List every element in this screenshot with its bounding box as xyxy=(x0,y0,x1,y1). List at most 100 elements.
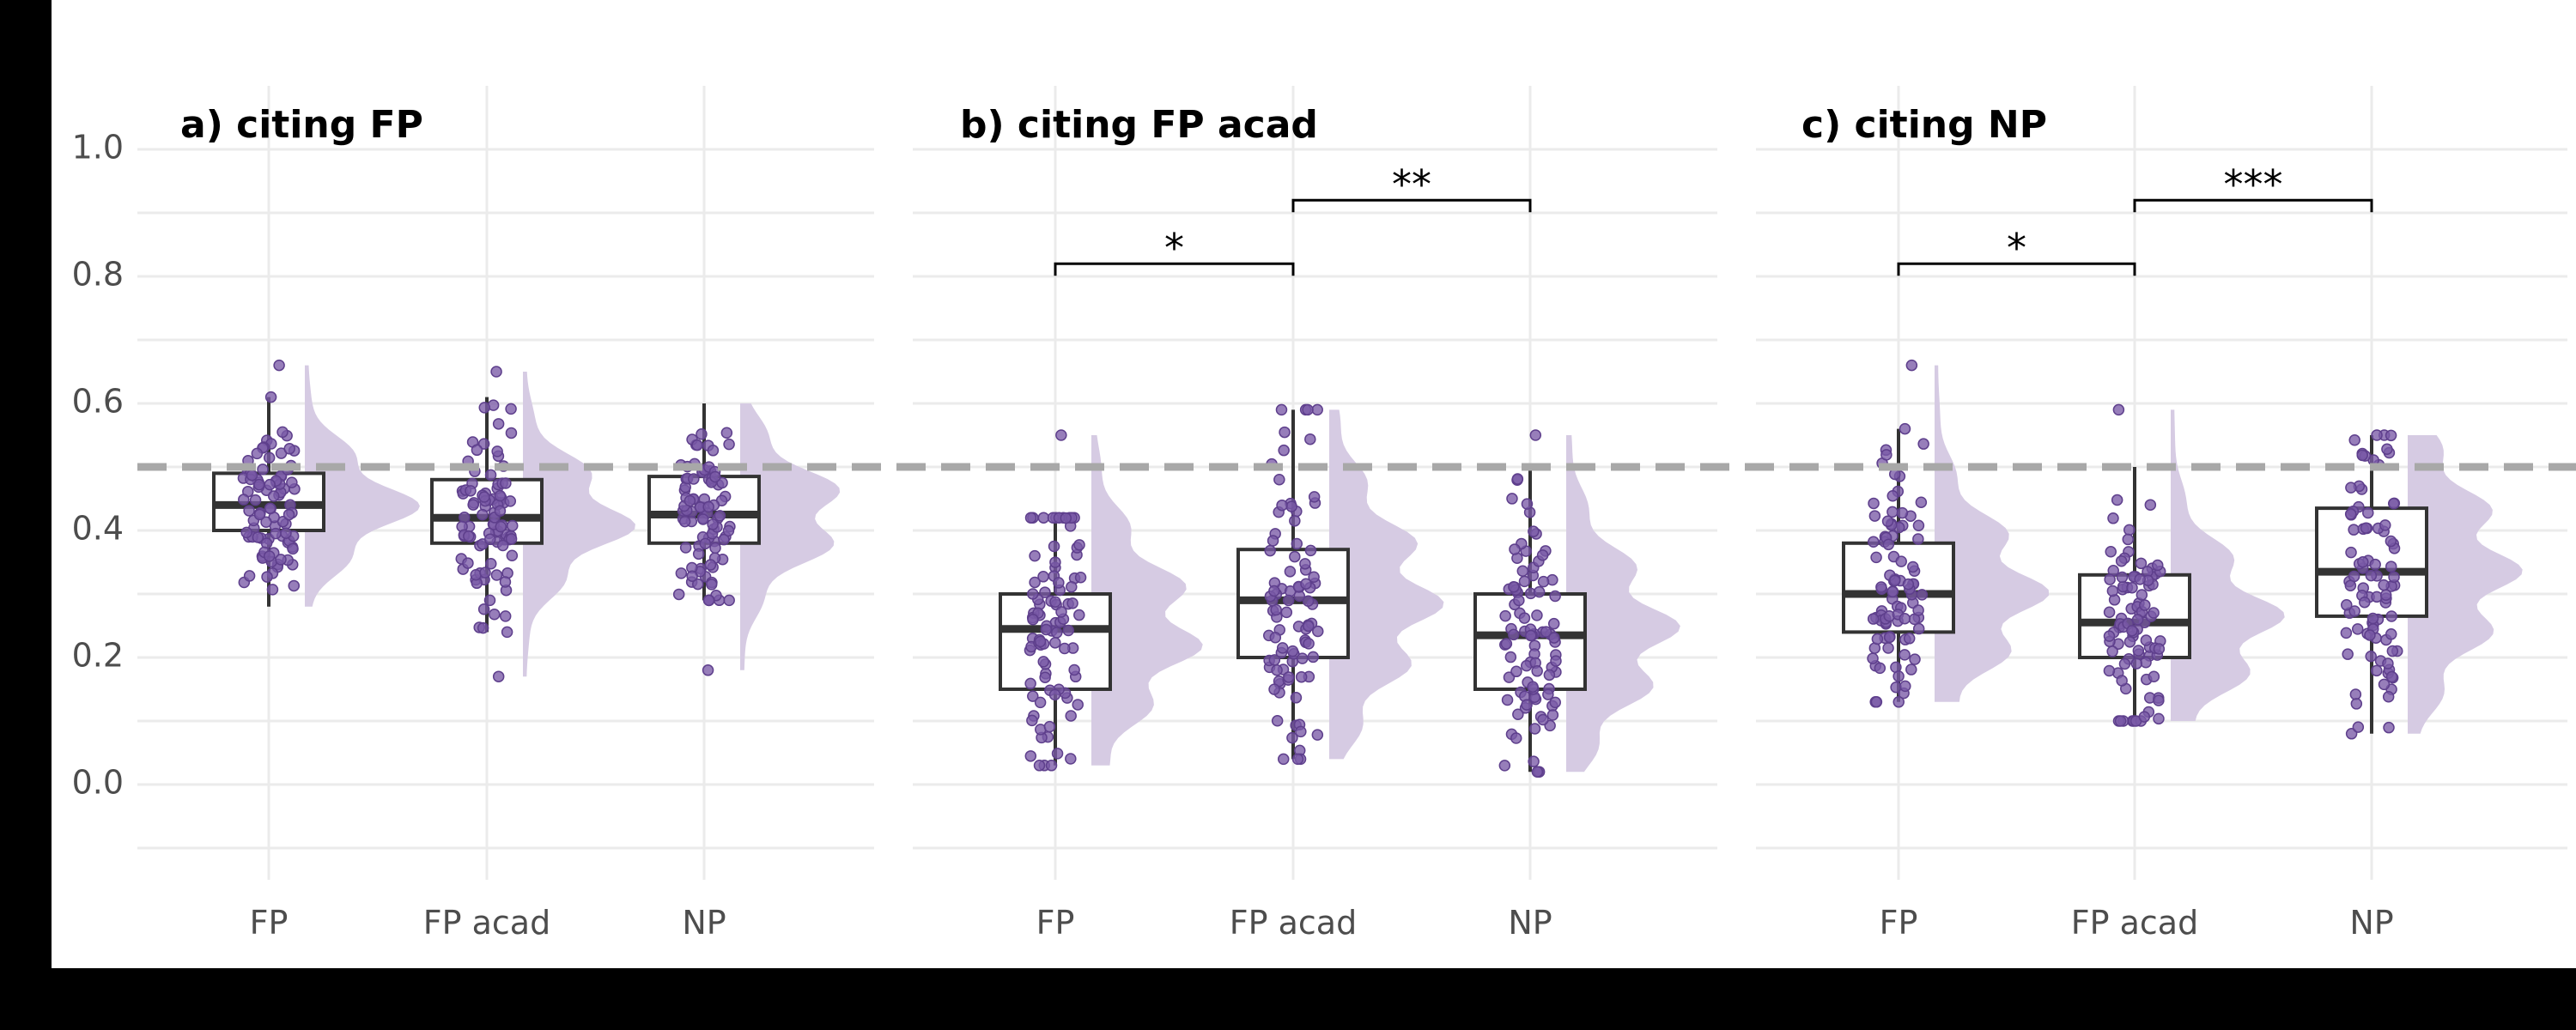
data-point xyxy=(1045,760,1058,772)
data-point xyxy=(1289,515,1301,527)
data-point xyxy=(2385,610,2397,622)
data-point xyxy=(252,531,264,543)
data-point xyxy=(1308,571,1320,583)
data-point xyxy=(1289,550,1301,563)
data-point xyxy=(1915,496,1928,508)
data-point xyxy=(471,444,483,457)
data-point xyxy=(260,516,272,529)
data-point xyxy=(2344,508,2357,520)
data-point xyxy=(686,570,698,582)
data-point xyxy=(484,469,497,482)
outlier-point xyxy=(273,359,285,372)
data-point xyxy=(492,418,505,430)
data-point xyxy=(1276,642,1289,654)
data-point xyxy=(1868,536,1880,548)
data-point xyxy=(1283,671,1295,683)
outlier-point xyxy=(702,664,714,676)
data-point xyxy=(501,626,513,639)
data-point xyxy=(704,559,717,571)
data-point xyxy=(1291,753,1304,766)
data-point xyxy=(1268,585,1280,597)
data-point xyxy=(1062,624,1074,637)
data-point xyxy=(2126,581,2138,594)
data-point xyxy=(1277,753,1290,766)
data-point xyxy=(1511,473,1524,485)
data-point xyxy=(1549,696,1561,709)
data-point xyxy=(1527,681,1539,694)
data-point xyxy=(1053,577,1065,589)
data-point xyxy=(1027,614,1039,626)
data-point xyxy=(1303,638,1315,650)
data-point xyxy=(2385,560,2397,573)
significance-label: * xyxy=(2007,225,2026,271)
data-point xyxy=(1548,632,1560,644)
data-point xyxy=(2123,636,2136,648)
y-tick-label: 0.8 xyxy=(72,256,124,294)
significance-bracket xyxy=(2133,198,2373,213)
data-point xyxy=(1510,732,1522,744)
data-point xyxy=(1276,499,1288,512)
data-point xyxy=(1547,617,1560,630)
data-point xyxy=(2348,433,2360,446)
data-point xyxy=(1543,669,1556,682)
data-point xyxy=(1899,649,1911,661)
data-point xyxy=(2126,625,2138,637)
data-point xyxy=(2383,721,2395,734)
data-point xyxy=(2116,571,2129,584)
data-point xyxy=(2388,571,2400,584)
data-point xyxy=(1271,715,1284,727)
data-point xyxy=(2123,524,2136,536)
data-point xyxy=(2385,535,2397,548)
data-point xyxy=(1917,438,1929,450)
data-point xyxy=(1899,613,1911,625)
data-point xyxy=(1296,652,1309,664)
data-point xyxy=(707,518,719,530)
y-tick-label: 0.4 xyxy=(72,510,124,548)
data-point xyxy=(2106,585,2119,597)
data-point xyxy=(1024,512,1037,524)
data-point xyxy=(462,557,474,569)
density-curve xyxy=(2171,409,2285,721)
data-point xyxy=(264,478,276,491)
data-point xyxy=(1059,642,1071,655)
data-point xyxy=(1043,720,1056,733)
data-point xyxy=(1528,525,1540,537)
data-point xyxy=(1537,575,1550,588)
data-point xyxy=(1886,506,1899,518)
data-point xyxy=(1060,512,1072,524)
data-point xyxy=(714,510,726,522)
data-point xyxy=(1882,642,1894,654)
data-point xyxy=(2139,599,2151,611)
significance-label: ** xyxy=(1392,161,1431,208)
data-point xyxy=(2365,569,2378,582)
data-point xyxy=(1304,433,1316,445)
data-point xyxy=(2131,614,2144,626)
data-point xyxy=(1540,626,1552,638)
data-point xyxy=(1509,543,1521,555)
data-point xyxy=(1536,549,1549,561)
outlier-point xyxy=(490,366,502,378)
data-point xyxy=(1916,589,1929,601)
data-point xyxy=(697,513,709,525)
data-point xyxy=(505,427,518,439)
data-point xyxy=(1498,760,1511,772)
data-point xyxy=(1902,578,1915,591)
outlier-point xyxy=(492,670,505,682)
data-point xyxy=(1066,597,1078,609)
data-point xyxy=(1868,497,1880,510)
data-point xyxy=(2378,579,2390,591)
data-point xyxy=(1295,670,1308,683)
x-tick-label: FP xyxy=(1880,904,1918,942)
data-point xyxy=(2103,664,2116,677)
data-point xyxy=(1034,696,1047,709)
data-point xyxy=(2362,506,2374,519)
data-point xyxy=(1881,515,1894,528)
data-point xyxy=(275,554,287,566)
data-point xyxy=(2103,630,2116,642)
data-point xyxy=(2153,694,2165,706)
data-point xyxy=(683,494,696,507)
data-point xyxy=(1501,694,1514,706)
data-point xyxy=(2135,557,2148,570)
data-point xyxy=(1912,533,1924,545)
data-point xyxy=(2352,721,2365,733)
